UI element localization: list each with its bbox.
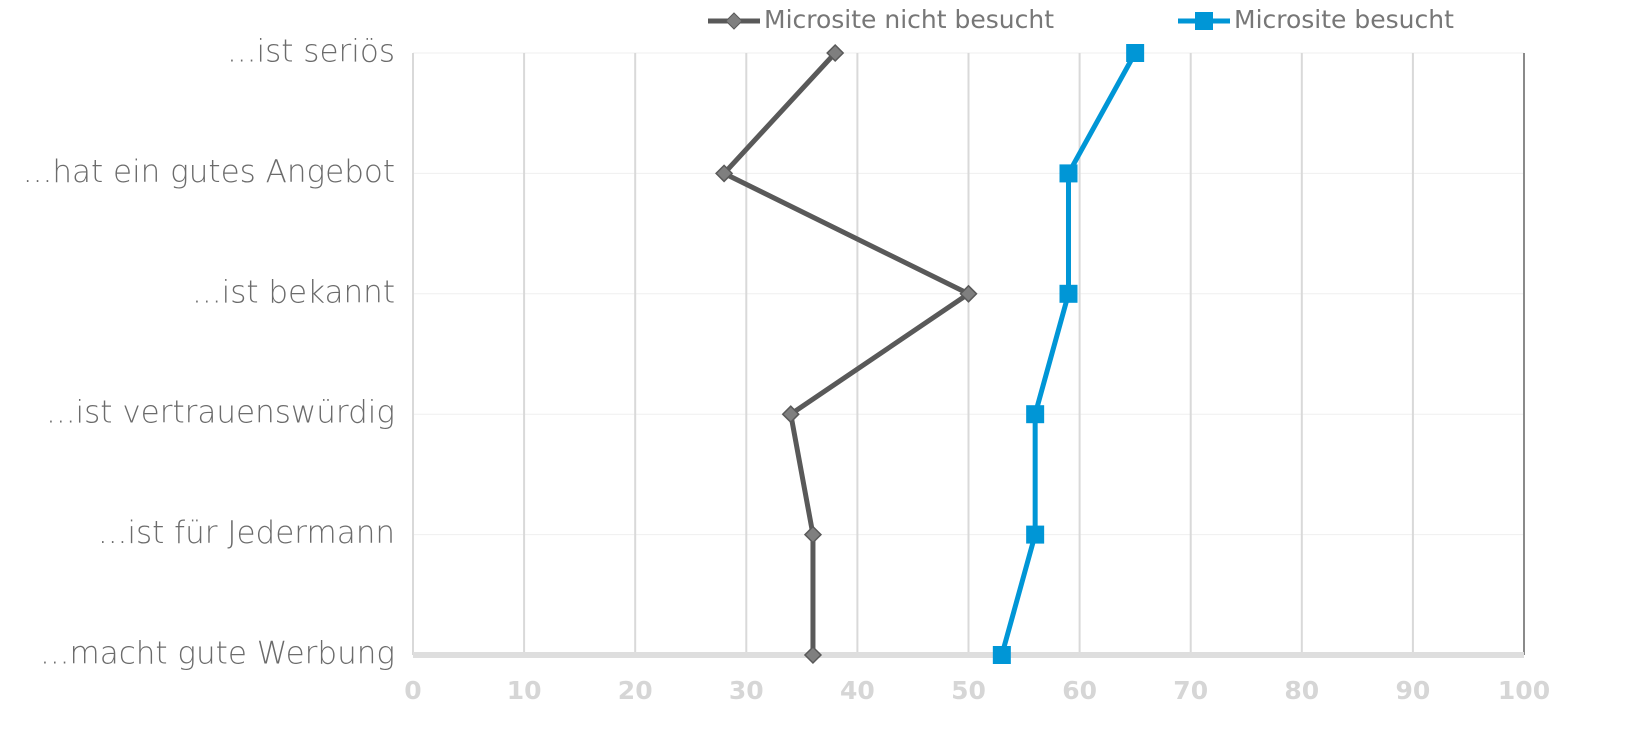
y-tick-label: ...ist bekannt [192,274,395,310]
series-line [721,51,971,655]
legend-label: Microsite besucht [1234,5,1454,34]
y-tick-label: ...macht gute Werbung [40,636,395,672]
marker [826,43,845,63]
x-tick-label: 60 [1062,676,1097,705]
x-tick-label: 50 [951,676,986,705]
marker [992,646,1011,664]
y-tick-label: ...ist für Jedermann [98,515,395,551]
marker [715,164,734,183]
x-tick-label: 70 [1173,676,1208,705]
x-tick-label: 0 [404,676,421,705]
marker [781,405,800,424]
x-tick-label: 80 [1284,676,1319,705]
legend-marker [725,12,743,30]
legend-label: Microsite nicht besucht [764,5,1054,34]
marker [1059,284,1078,303]
marker [1026,405,1045,424]
marker [803,525,823,544]
y-tick-label: ...ist seriös [227,34,395,70]
marker [959,284,978,303]
marker [1126,44,1145,62]
marker [803,645,823,665]
x-tick-label: 90 [1396,676,1431,705]
x-tick-label: 30 [729,676,764,705]
x-tick-label: 10 [507,676,542,705]
y-tick-label: ...ist vertrauenswürdig [46,395,395,431]
legend-marker [1195,12,1213,30]
y-tick-label: ...hat ein gutes Angebot [23,154,395,190]
x-tick-label: 40 [840,676,875,705]
marker [1026,525,1045,544]
series-line [999,51,1138,656]
x-tick-label: 100 [1498,676,1550,705]
marker [1059,164,1078,183]
x-tick-label: 20 [618,676,653,705]
